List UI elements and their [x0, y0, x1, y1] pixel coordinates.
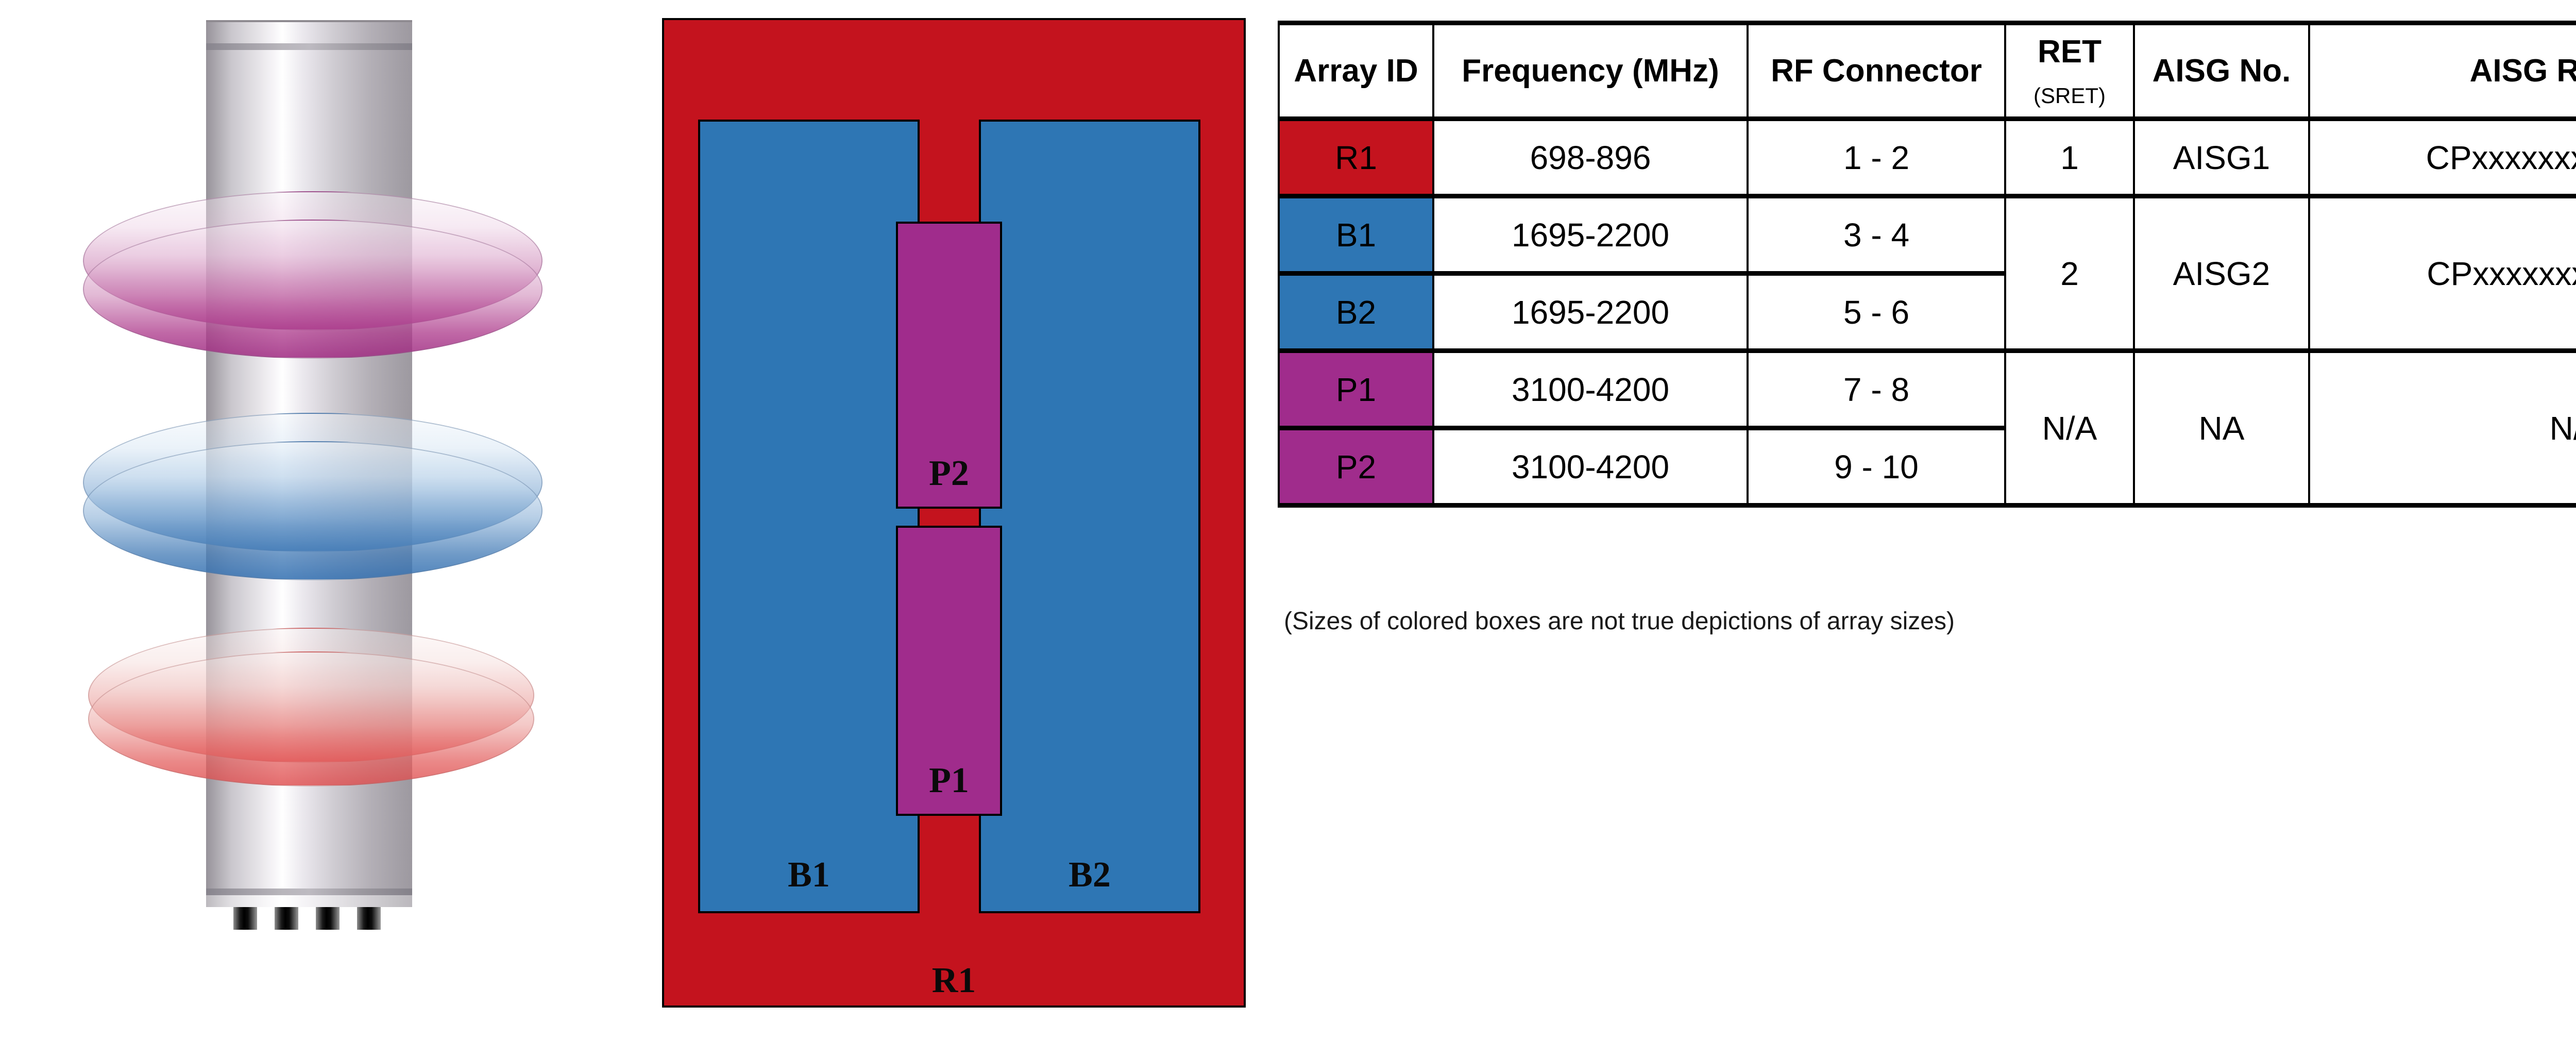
antenna-foot	[275, 907, 298, 930]
cylinder-seam-top	[206, 43, 412, 50]
frequency-cell: 1695-2200	[1432, 271, 1749, 353]
cylinder-seam-bottom	[206, 889, 412, 895]
sizes-disclaimer-caption: (Sizes of colored boxes are not true dep…	[1284, 608, 1955, 635]
red-beam-disc-lower	[88, 651, 534, 786]
frequency-cell: 3100-4200	[1432, 348, 1749, 430]
array-label-b1: B1	[788, 855, 830, 895]
array-spec-table: Array ID Frequency (MHz) RF Connector RE…	[1278, 21, 2576, 508]
rf-connector-cell: 1 - 2	[1747, 116, 2006, 198]
array-label-r1: R1	[931, 961, 976, 1000]
col-header-ret-sub: (SRET)	[2033, 83, 2106, 108]
table-row-p1: P1 3100-4200 7 - 8 N/A NA N/A	[1278, 348, 2576, 508]
aisg-ret-uid-cell-merged: CPxxxxxxxxxxxxxB1	[2308, 194, 2576, 353]
antenna-figure	[0, 0, 618, 1039]
ret-cell-merged: 2	[2004, 194, 2135, 353]
array-label-p1: P1	[929, 761, 969, 800]
col-header-rf-connector: RF Connector	[1747, 21, 2006, 121]
col-header-ret-main: RET	[2038, 34, 2102, 70]
array-id-cell-b1: B1	[1278, 194, 1434, 276]
array-id-cell-p2: P2	[1278, 426, 1434, 508]
table-row-b2: B2 1695-2200 5 - 6	[1278, 271, 2576, 353]
array-id-cell-b2: B2	[1278, 271, 1434, 353]
array-box-p2: P2	[896, 222, 1002, 509]
rf-connector-cell: 5 - 6	[1747, 271, 2006, 353]
rf-connector-cell: 9 - 10	[1747, 426, 2006, 508]
col-header-frequency: Frequency (MHz)	[1432, 21, 1749, 121]
array-box-p1: P1	[896, 526, 1002, 816]
aisg-ret-uid-cell: CPxxxxxxxxxxxxxR1	[2308, 116, 2576, 198]
table-row-r1: R1 698-896 1 - 2 1 AISG1 CPxxxxxxxxxxxxx…	[1278, 116, 2576, 198]
cylinder-base-rim	[206, 895, 412, 909]
pink-beam-disc-lower	[83, 220, 543, 359]
blue-beam-disc-lower	[83, 441, 543, 580]
array-label-b2: B2	[1069, 855, 1111, 895]
spec-table-wrap: Array ID Frequency (MHz) RF Connector RE…	[1278, 21, 2576, 508]
aisg-no-cell-merged: AISG2	[2133, 194, 2310, 353]
frequency-cell: 3100-4200	[1432, 426, 1749, 508]
rf-connector-cell: 7 - 8	[1747, 348, 2006, 430]
array-layout-diagram: B1 B2 P2 P1 R1	[662, 18, 1246, 1008]
col-header-aisg-ret-uid: AISG RET UID	[2308, 21, 2576, 121]
frequency-cell: 1695-2200	[1432, 194, 1749, 276]
antenna-foot	[357, 907, 381, 930]
frequency-cell: 698-896	[1432, 116, 1749, 198]
array-id-cell-p1: P1	[1278, 348, 1434, 430]
ret-cell: 1	[2004, 116, 2135, 198]
aisg-no-cell: AISG1	[2133, 116, 2310, 198]
aisg-ret-uid-cell-merged: N/A	[2308, 348, 2576, 508]
col-header-array-id: Array ID	[1278, 21, 1434, 121]
rf-connector-cell: 3 - 4	[1747, 194, 2006, 276]
array-box-b2: B2	[979, 120, 1200, 913]
col-header-aisg-no: AISG No.	[2133, 21, 2310, 121]
aisg-no-cell-merged: NA	[2133, 348, 2310, 508]
table-row-p2: P2 3100-4200 9 - 10	[1278, 426, 2576, 508]
antenna-foot	[233, 907, 257, 930]
table-header-row: Array ID Frequency (MHz) RF Connector RE…	[1278, 21, 2576, 121]
table-row-b1: B1 1695-2200 3 - 4 2 AISG2 CPxxxxxxxxxxx…	[1278, 194, 2576, 353]
col-header-ret: RET (SRET)	[2004, 21, 2135, 121]
ret-cell-merged: N/A	[2004, 348, 2135, 508]
array-box-b1: B1	[698, 120, 920, 913]
antenna-foot	[316, 907, 340, 930]
array-id-cell-r1: R1	[1278, 116, 1434, 198]
array-label-p2: P2	[929, 454, 969, 493]
